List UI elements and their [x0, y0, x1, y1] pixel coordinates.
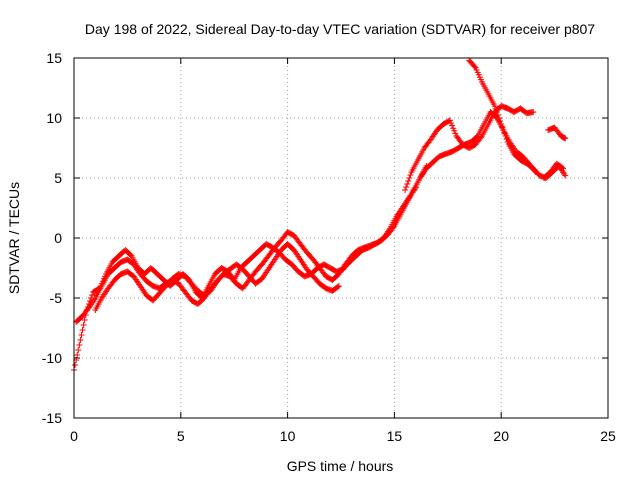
y-tick-label: 10: [46, 110, 62, 126]
x-tick-label: 25: [600, 428, 616, 444]
series-track-e: [466, 57, 569, 181]
data-point: [404, 181, 411, 187]
data-point: [72, 362, 79, 368]
y-tick-label: 0: [54, 230, 62, 246]
data-point: [79, 327, 86, 333]
y-tick-label: -5: [50, 290, 63, 306]
data-point: [335, 283, 342, 289]
y-tick-label: -15: [42, 410, 62, 426]
data-point: [402, 187, 409, 193]
x-axis-label: GPS time / hours: [287, 458, 394, 474]
series-track-d: [402, 103, 537, 193]
data-point: [451, 127, 458, 134]
x-tick-label: 10: [280, 428, 296, 444]
data-point: [562, 172, 569, 179]
data-point: [405, 178, 412, 184]
y-tick-label: -10: [42, 350, 62, 366]
chart-title: Day 198 of 2022, Sidereal Day-to-day VTE…: [85, 21, 595, 37]
x-tick-labels: 0 5 10 15 20 25: [70, 428, 616, 444]
data-point: [81, 317, 88, 323]
data-point: [334, 283, 341, 290]
data-point: [78, 332, 85, 338]
data-point: [403, 184, 410, 190]
data-point: [559, 164, 566, 171]
data-point: [77, 337, 84, 343]
data-point: [560, 165, 567, 172]
x-tick-label: 15: [387, 428, 403, 444]
y-tick-labels: -15 -10 -5 0 5 10 15: [42, 50, 62, 426]
x-tick-label: 0: [70, 428, 78, 444]
series-track-g: [540, 160, 567, 181]
data-point: [450, 125, 457, 132]
data-point: [76, 342, 83, 348]
data-point: [492, 106, 499, 112]
series-layer: [71, 57, 569, 373]
series-track-b: [73, 184, 419, 325]
data-point: [75, 347, 82, 353]
y-tick-label: 15: [46, 50, 62, 66]
data-point: [530, 109, 537, 115]
data-point: [406, 175, 413, 181]
data-point: [493, 109, 500, 115]
data-point: [407, 172, 414, 178]
ticks-layer: [73, 57, 609, 419]
y-axis-label: SDTVAR / TECUs: [6, 182, 22, 294]
data-point: [446, 117, 453, 124]
data-point: [562, 135, 569, 142]
data-point: [449, 122, 456, 129]
data-point: [452, 130, 459, 137]
series-track-h: [545, 124, 569, 142]
data-point: [448, 120, 455, 126]
data-point: [412, 184, 419, 191]
x-tick-label: 5: [177, 428, 185, 444]
data-point: [532, 169, 539, 175]
data-point: [89, 292, 96, 298]
data-point: [491, 103, 498, 109]
data-point: [471, 63, 478, 70]
data-point: [80, 322, 87, 328]
y-tick-label: 5: [54, 170, 62, 186]
data-point: [74, 352, 81, 358]
series-track-f: [417, 109, 539, 181]
series-track-c: [92, 241, 342, 313]
series-track-a: [71, 163, 430, 373]
data-point: [531, 167, 538, 174]
x-tick-label: 20: [493, 428, 509, 444]
